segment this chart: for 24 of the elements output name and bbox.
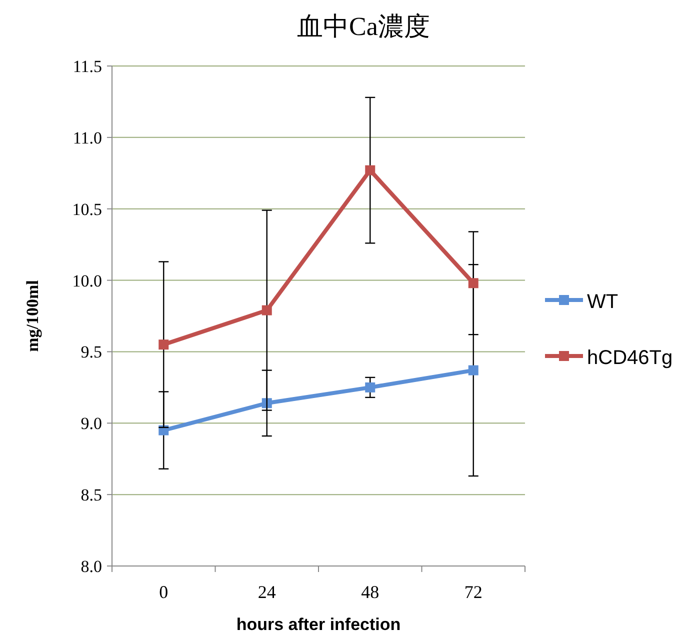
y-tick-label: 10.0 xyxy=(72,271,102,290)
y-tick-label: 11.0 xyxy=(72,128,102,148)
y-tick-label: 8.5 xyxy=(80,486,102,505)
y-tick-label: 8.0 xyxy=(80,557,102,576)
y-tick-label: 9.5 xyxy=(80,342,102,362)
point xyxy=(365,382,376,392)
chart-title: 血中Ca濃度 xyxy=(297,12,430,41)
legend-label: hCD46Tg xyxy=(587,347,673,369)
y-tick-label: 11.5 xyxy=(72,57,102,76)
x-tick-label: 48 xyxy=(361,582,380,602)
x-tick-label: 72 xyxy=(464,582,482,602)
legend-label: WT xyxy=(587,291,618,313)
x-axis-title: hours after infection xyxy=(236,615,401,634)
y-tick-label: 10.5 xyxy=(72,200,102,219)
x-tick-label: 24 xyxy=(258,582,276,602)
y-tick-label: 9.0 xyxy=(80,414,102,434)
y-axis-title: mg/100ml xyxy=(23,280,42,352)
point xyxy=(262,305,272,316)
point xyxy=(365,165,376,176)
point xyxy=(468,278,478,288)
point xyxy=(158,340,169,350)
point xyxy=(468,365,478,376)
point xyxy=(262,398,272,408)
x-tick-label: 0 xyxy=(159,582,168,602)
